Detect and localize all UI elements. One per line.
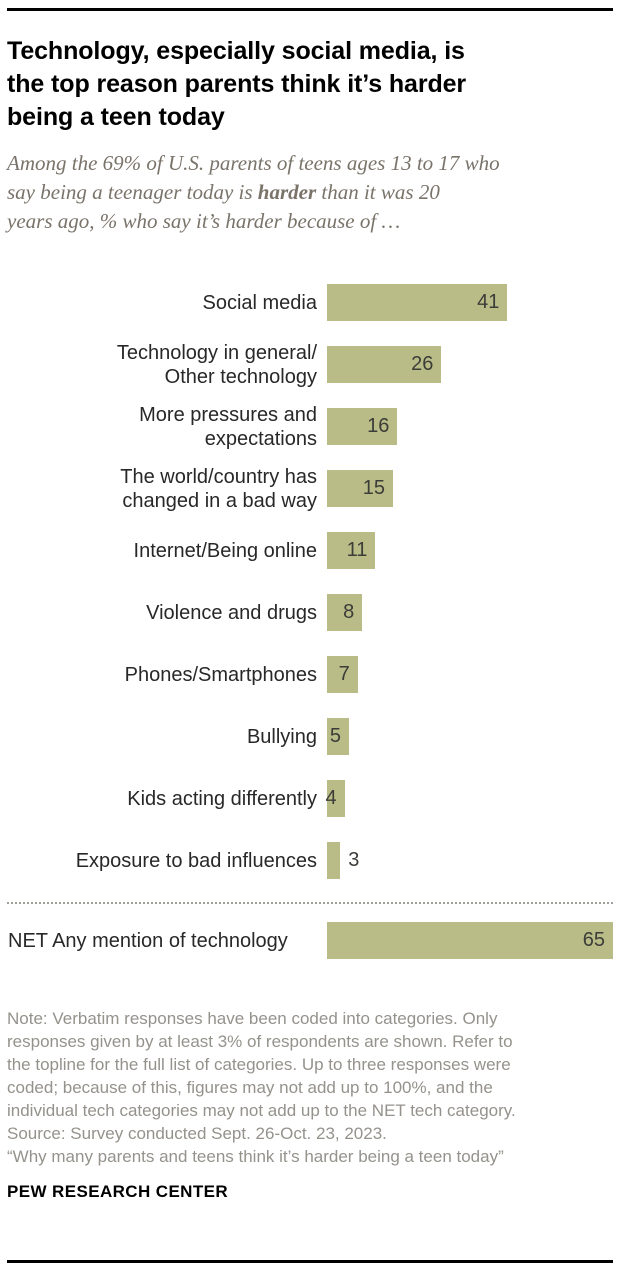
bar-track: 8	[327, 594, 613, 632]
bar-row: Technology in general/ Other technology 2…	[7, 334, 613, 396]
bar-row: More pressures and expectations 16	[7, 396, 613, 458]
bar: 7	[327, 656, 358, 694]
footer-note: Note: Verbatim responses have been coded…	[7, 1008, 516, 1120]
dotted-divider	[7, 901, 613, 904]
bar-row: Violence and drugs 8	[7, 582, 613, 644]
bar-track: 3	[327, 842, 613, 880]
net-row-container: NET Any mention of technology 65	[7, 910, 613, 972]
value-label: 3	[348, 849, 360, 872]
bar-track: 15	[327, 470, 613, 508]
net-label: NET Any mention of technology	[8, 929, 288, 952]
bar-track: 65	[327, 922, 613, 960]
footer-quote: “Why many parents and teens think it’s h…	[7, 1146, 504, 1166]
footer-source: Source: Survey conducted Sept. 26-Oct. 2…	[7, 1123, 387, 1143]
value-label: 8	[343, 601, 355, 624]
bar-row: Social media 41	[7, 272, 613, 334]
value-label: 5	[329, 725, 341, 748]
top-rule	[7, 8, 613, 11]
bar-row: Bullying 5	[7, 706, 613, 768]
bar: 65	[327, 922, 613, 960]
bar-track: 7	[327, 656, 613, 694]
bar-row: Phones/Smartphones 7	[7, 644, 613, 706]
chart-subtitle: Among the 69% of U.S. parents of teens a…	[7, 149, 613, 236]
subtitle-emphasis: harder	[257, 179, 317, 204]
bar: 41	[327, 284, 508, 322]
bar-track: 11	[327, 532, 613, 570]
bar-row: Exposure to bad influences 3	[7, 830, 613, 892]
category-label: Technology in general/ Other technology	[116, 341, 317, 388]
bar-row: The world/country has changed in a bad w…	[7, 458, 613, 520]
bar-track: 41	[327, 284, 613, 322]
category-label: Kids acting differently	[127, 787, 317, 810]
value-label: 7	[338, 663, 350, 686]
bar: 16	[327, 408, 398, 446]
value-label: 4	[325, 787, 337, 810]
bar: 3	[327, 842, 359, 880]
value-label: 41	[477, 291, 500, 314]
bar: 4	[325, 780, 345, 818]
bar: 11	[327, 532, 376, 570]
category-label: Phones/Smartphones	[124, 663, 317, 686]
category-label: Exposure to bad influences	[75, 849, 317, 872]
bar-row: Internet/Being online 11	[7, 520, 613, 582]
spacer	[7, 1202, 613, 1260]
chart-title: Technology, especially social media, is …	[7, 37, 467, 131]
bar-track: 26	[327, 346, 613, 384]
category-label: More pressures and expectations	[139, 403, 317, 450]
bottom-rule	[7, 1260, 613, 1263]
subtitle-text-pre: Among the 69% of U.S. parents of teens a…	[7, 151, 500, 204]
bar: 26	[327, 346, 442, 384]
bar: 5	[327, 718, 349, 756]
bar: 15	[327, 470, 393, 508]
category-label: Bullying	[246, 725, 317, 748]
value-label: 65	[582, 929, 605, 952]
value-label: 16	[367, 415, 390, 438]
category-label: Violence and drugs	[146, 601, 317, 624]
value-label: 15	[362, 477, 385, 500]
bar: 8	[327, 594, 363, 632]
subtitle-text-post: than it was 20 years ago, % who say it’s…	[7, 179, 440, 233]
brand: PEW RESEARCH CENTER	[7, 1182, 229, 1202]
category-label: Social media	[202, 291, 317, 314]
bar-track: 16	[327, 408, 613, 446]
value-label: 11	[346, 539, 368, 562]
category-label: Internet/Being online	[133, 539, 317, 562]
net-bar-row: NET Any mention of technology 65	[7, 910, 613, 972]
bar-row: Kids acting differently 4	[7, 768, 613, 830]
bar-track: 4	[325, 780, 613, 818]
category-label: The world/country has changed in a bad w…	[120, 465, 317, 512]
bar-chart: Social media 41 Technology in general/ Oth…	[7, 272, 613, 892]
bar-track: 5	[327, 718, 613, 756]
footer: Note: Verbatim responses have been coded…	[7, 1008, 613, 1169]
value-label: 26	[411, 353, 434, 376]
